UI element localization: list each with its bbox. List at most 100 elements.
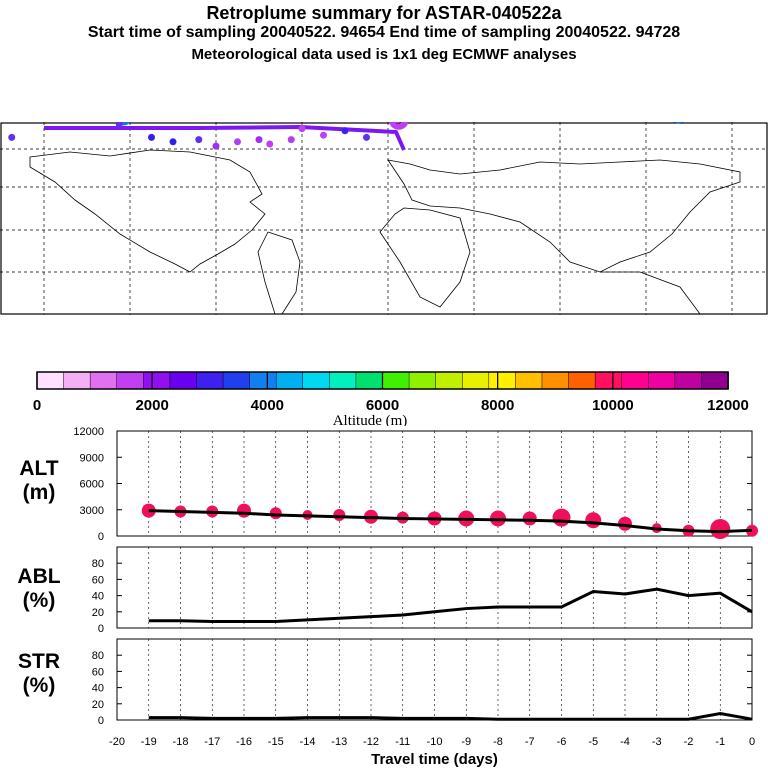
colorbar-tick: 12000 [707, 397, 749, 414]
colorbar-cell [541, 371, 570, 390]
series-line [148, 509, 753, 534]
series-line [148, 587, 753, 624]
y-tick-label: 9000 [80, 452, 104, 464]
map-dot [341, 127, 349, 135]
x-tick-label: -14 [300, 736, 316, 748]
x-tick-label: -5 [588, 736, 598, 748]
y-tick-label: 40 [92, 683, 104, 695]
time-series-panels: 030006000900012000020406080020406080-20-… [73, 426, 758, 768]
alt-panel-label: ALT (m) [4, 457, 74, 505]
x-tick-label: -16 [236, 736, 252, 748]
retroplume-map: 154141371011911101211162536 [0, 122, 768, 315]
colorbar-cell [329, 371, 357, 390]
colorbar-cell [408, 371, 437, 390]
map-marker [388, 122, 409, 130]
x-tick-label: -17 [204, 736, 220, 748]
altitude-colorbar: 0 2000 4000 6000 8000 10000 12000 Altitude (m) [33, 371, 749, 426]
map-dot [266, 140, 274, 148]
panel-1: 0 20 40 60 80 [92, 546, 753, 635]
x-tick-label: -8 [493, 736, 503, 748]
y-tick-label: 60 [92, 666, 104, 678]
colorbar-tick: 10000 [592, 397, 634, 414]
colorbar-cell [89, 371, 118, 390]
colorbar-cell [222, 371, 251, 390]
plume-markers: 154141371011911101211162536 [8, 122, 683, 150]
colorbar-cell [116, 371, 145, 390]
alt-marker [710, 519, 731, 539]
abl-label-1: ABL [17, 565, 61, 588]
x-tick-label: -11 [395, 736, 410, 748]
y-tick-label: 12000 [73, 426, 104, 438]
meteo-source: Meteorological data used is 1x1 deg ECMW… [191, 46, 577, 63]
abl-panel-label: ABL (%) [4, 565, 74, 613]
str-panel-label: STR (%) [4, 650, 74, 698]
x-tick-label: -2 [684, 736, 694, 748]
y-tick-label: 40 [92, 591, 104, 603]
colorbar-cell [515, 371, 543, 390]
colorbar-cell [275, 371, 304, 390]
x-tick-label: -7 [525, 736, 535, 748]
alt-marker [585, 512, 602, 529]
y-tick-label: 0 [98, 623, 104, 635]
x-tick-label: -13 [331, 736, 347, 748]
abl-label-2: (%) [22, 589, 56, 612]
coastlines [29, 149, 741, 315]
x-tick-label: -6 [557, 736, 567, 748]
x-axis-label: Travel time (days) [371, 751, 498, 768]
plume-track [44, 124, 406, 151]
y-tick-label: 0 [98, 531, 104, 543]
panel-0: 0 3000 6000 9000 12000 [73, 426, 758, 543]
colorbar-cell [435, 371, 463, 390]
map-dot [298, 125, 306, 133]
x-tick-label: 0 [749, 736, 755, 748]
map-dot [8, 133, 16, 141]
map-dot [287, 136, 295, 144]
sampling-times: Start time of sampling 20040522. 94654 E… [87, 24, 681, 41]
colorbar-cell [594, 371, 623, 390]
map-gridlines [0, 122, 768, 315]
x-tick-label: -4 [620, 736, 630, 748]
alt-marker [269, 507, 282, 520]
colorbar-cell [621, 371, 650, 390]
x-tick-label: -18 [173, 736, 189, 748]
colorbar-cell [355, 371, 384, 390]
colorbar-cell [196, 371, 224, 390]
colorbar-cell [169, 371, 198, 390]
y-tick-label: 80 [92, 650, 104, 662]
x-tick-label: -15 [268, 736, 284, 748]
colorbar-cell [143, 371, 171, 390]
map-marker [673, 122, 683, 124]
x-tick-label: -12 [363, 736, 379, 748]
chart-title: Retroplume summary for ASTAR-040522a [206, 3, 562, 23]
x-tick-label: -19 [141, 736, 157, 748]
colorbar-cell [488, 371, 517, 390]
y-tick-label: 6000 [80, 479, 104, 491]
map-marker-label: 9 [396, 122, 402, 127]
y-tick-label: 20 [92, 699, 104, 711]
str-label-1: STR [18, 650, 60, 673]
colorbar-cell [568, 371, 596, 390]
alt-marker [522, 511, 537, 526]
colorbar-cell [63, 371, 91, 390]
y-tick-label: 0 [98, 715, 104, 727]
colorbar-label: Altitude (m) [333, 413, 408, 426]
colorbar-tick: 2000 [135, 397, 168, 414]
alt-label-2: (m) [22, 481, 56, 504]
map-dot [212, 142, 220, 150]
x-tick-label: -10 [427, 736, 443, 748]
colorbar-cell [461, 371, 490, 390]
map-dot [234, 138, 241, 146]
map-dot [195, 136, 203, 144]
y-tick-label: 60 [92, 574, 104, 586]
x-tick-label: -1 [715, 736, 725, 748]
colorbar-cell [701, 371, 729, 390]
x-tick-label: -3 [652, 736, 662, 748]
map-dot [169, 138, 177, 146]
colorbar-tick: 4000 [251, 397, 284, 414]
str-label-2: (%) [22, 674, 56, 697]
colorbar-tick: 6000 [366, 397, 399, 414]
alt-label-1: ALT [19, 457, 59, 480]
map-dot [115, 122, 123, 128]
colorbar-cell [382, 371, 410, 390]
panel-2: 0 20 40 60 80 [92, 638, 753, 727]
